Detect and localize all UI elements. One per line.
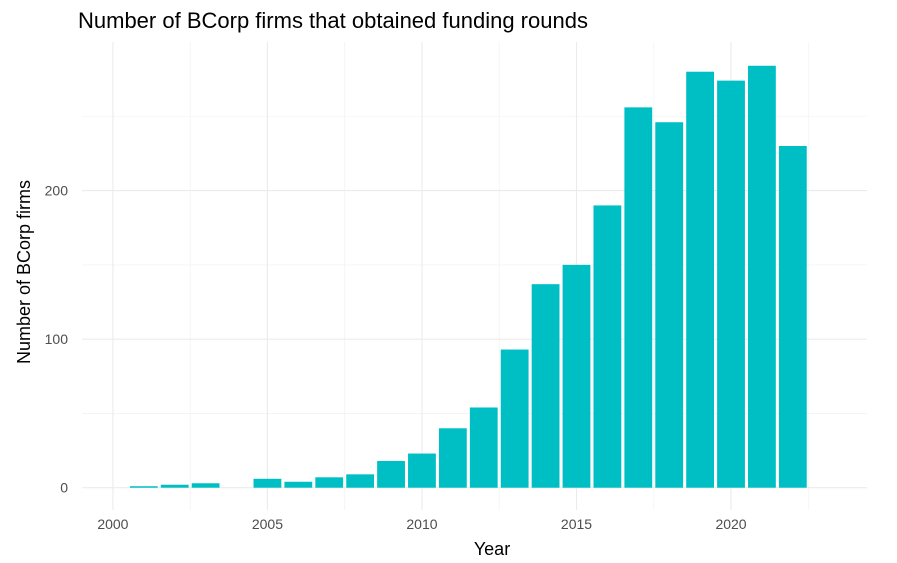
bar-2017 [624,107,653,488]
x-tick-label: 2005 [252,516,283,532]
bar-2019 [686,71,715,488]
bar-2006 [284,481,313,488]
bar-2018 [655,122,684,488]
bar-2007 [315,477,344,488]
y-tick-label: 200 [45,183,69,199]
bar-2003 [191,483,220,488]
bar-2008 [346,474,375,488]
bar-2001 [129,486,158,488]
bar-2013 [500,349,529,488]
bar-2016 [593,205,622,488]
bar-2005 [253,478,282,488]
bar-2011 [438,428,467,488]
x-axis-label: Year [474,539,510,559]
bar-2002 [160,484,189,488]
x-tick-labels: 2000 2005 2010 2015 2020 [97,516,746,532]
bar-2009 [377,460,405,488]
y-axis-label: Number of BCorp firms [14,180,34,364]
bar-2012 [469,407,498,488]
x-tick-label: 2000 [97,516,128,532]
bar-2015 [562,264,591,488]
bar-2020 [717,80,745,488]
bar-2010 [408,453,436,488]
x-tick-label: 2020 [715,516,746,532]
y-tick-labels: 0 100 200 [45,183,69,496]
bars [129,65,807,488]
y-tick-label: 100 [45,331,69,347]
bar-2022 [778,146,807,488]
x-tick-label: 2015 [561,516,592,532]
chart-title: Number of BCorp firms that obtained fund… [78,8,588,33]
bar-2021 [748,65,776,488]
x-tick-label: 2010 [406,516,437,532]
y-tick-label: 0 [60,480,68,496]
bar-2014 [531,284,560,488]
